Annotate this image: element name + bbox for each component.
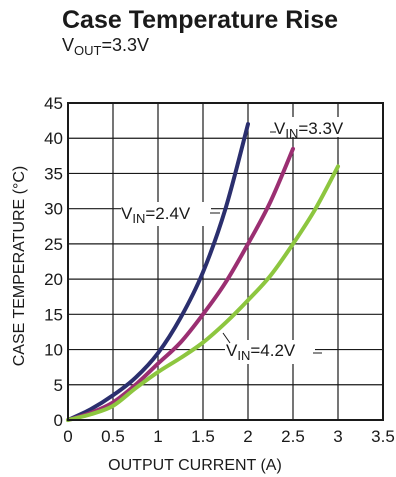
ann-vin-2v4: VIN=2.4V bbox=[121, 204, 191, 226]
ann-bg-2v4 bbox=[121, 202, 211, 226]
y-tick-label: 0 bbox=[54, 411, 63, 430]
series-line-0 bbox=[66, 122, 250, 422]
series-line-2 bbox=[66, 164, 340, 422]
x-tick-label: 3 bbox=[333, 427, 342, 446]
series-line-1 bbox=[66, 146, 295, 422]
chart-subtitle: VOUT=3.3V bbox=[62, 35, 149, 58]
ann-bg-4v2 bbox=[225, 340, 315, 364]
plot-frame bbox=[67, 102, 384, 421]
y-tick-label: 35 bbox=[44, 164, 63, 183]
ann-vin-4v2: VIN=4.2V bbox=[226, 341, 296, 363]
y-tick-label: 25 bbox=[44, 235, 63, 254]
x-axis-label: OUTPUT CURRENT (A) bbox=[108, 457, 282, 474]
x-tick-label: 0.5 bbox=[101, 427, 125, 446]
y-tick-label: 15 bbox=[44, 305, 63, 324]
x-tick-label: 0 bbox=[63, 427, 72, 446]
x-tick-label: 2.5 bbox=[281, 427, 305, 446]
tick-labels: 0 0.5 1 1.5 2 2.5 3 3.5 0 5 10 15 20 25 30 35 40 45 bbox=[44, 94, 395, 446]
x-tick-label: 3.5 bbox=[371, 427, 395, 446]
y-tick-label: 20 bbox=[44, 270, 63, 289]
y-axis-label: CASE TEMPERATURE (°C) bbox=[11, 166, 28, 367]
grid bbox=[67, 102, 384, 421]
y-tick-label: 45 bbox=[44, 94, 63, 113]
x-tick-label: 1.5 bbox=[191, 427, 215, 446]
ann-leader-4v2 bbox=[222, 332, 231, 344]
ann-bg-3v3 bbox=[273, 117, 357, 137]
y-tick-label: 5 bbox=[54, 376, 63, 395]
x-tick-label: 2 bbox=[243, 427, 252, 446]
annotations: VIN=3.3V VIN=2.4V VIN=4.2V bbox=[121, 117, 357, 364]
x-tick-label: 1 bbox=[153, 427, 162, 446]
chart-title: Case Temperature Rise bbox=[62, 6, 338, 34]
series-group bbox=[66, 122, 340, 422]
ann-vin-3v3: VIN=3.3V bbox=[274, 119, 344, 141]
y-tick-label: 40 bbox=[44, 129, 63, 148]
y-tick-label: 10 bbox=[44, 341, 63, 360]
y-tick-label: 30 bbox=[44, 200, 63, 219]
